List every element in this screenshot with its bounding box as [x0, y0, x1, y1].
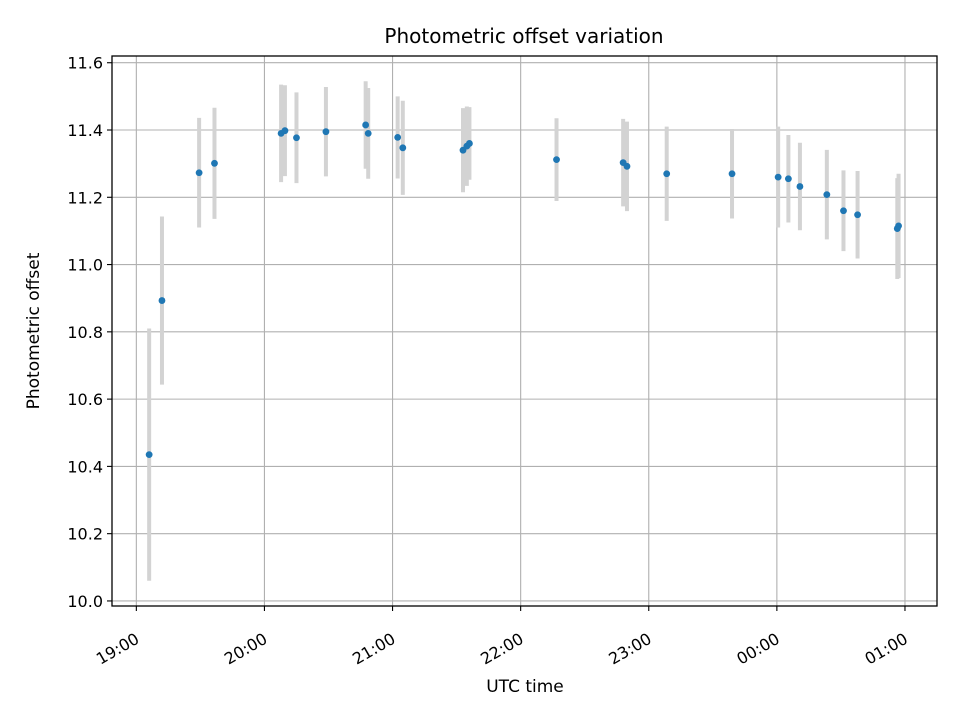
y-tick-label: 10.4 — [67, 457, 103, 476]
y-tick-label: 11.2 — [67, 188, 103, 207]
data-point — [466, 140, 473, 147]
data-point — [823, 191, 831, 198]
data-point — [211, 159, 218, 167]
data-point — [840, 207, 847, 215]
y-tick-label: 10.0 — [67, 592, 103, 611]
data-point — [623, 162, 631, 170]
data-point — [195, 169, 203, 177]
data-point — [394, 134, 402, 141]
chart-title: Photometric offset variation — [384, 24, 663, 48]
y-tick-label: 11.6 — [67, 54, 103, 73]
data-point — [364, 129, 372, 137]
y-tick-label: 10.8 — [67, 323, 103, 342]
y-tick-label: 11.4 — [67, 121, 103, 140]
data-point — [145, 451, 153, 459]
data-point-series — [145, 121, 902, 459]
data-point — [293, 134, 300, 142]
data-point — [158, 297, 166, 304]
data-point — [322, 128, 330, 136]
data-point — [281, 127, 289, 135]
y-tick-label: 10.2 — [67, 525, 103, 544]
data-point — [895, 222, 902, 230]
y-axis-title: Photometric offset — [24, 252, 44, 409]
data-point — [774, 173, 782, 181]
data-point — [553, 156, 560, 164]
data-point — [796, 183, 804, 190]
data-point — [663, 170, 671, 178]
data-point — [728, 170, 736, 178]
data-point — [784, 175, 792, 183]
x-axis-title: UTC time — [486, 677, 564, 697]
y-axis: 10.0 10.2 10.4 10.6 10.8 11.0 11.2 11.4 11.6 — [67, 54, 112, 611]
data-point — [399, 144, 407, 152]
y-tick-label: 11.0 — [67, 256, 103, 275]
plot-area-frame — [111, 55, 938, 607]
y-tick-label: 10.6 — [67, 390, 103, 409]
data-point — [854, 211, 861, 219]
data-point — [362, 121, 370, 129]
